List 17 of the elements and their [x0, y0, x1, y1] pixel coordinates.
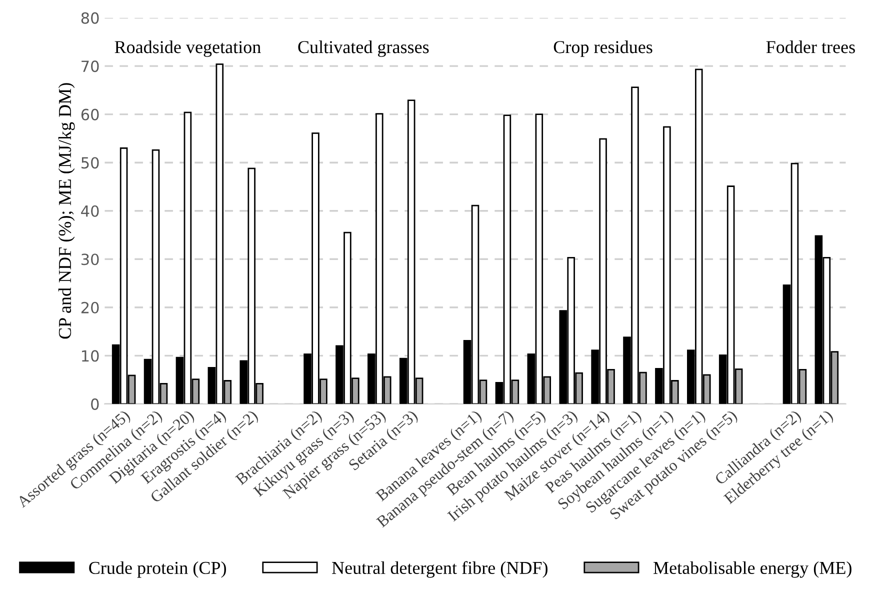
y-tick-label: 60 — [81, 108, 99, 120]
y-tick-label: 50 — [82, 157, 99, 169]
annotation: Fodder trees — [766, 40, 855, 54]
annotation: Crop residues — [554, 40, 652, 57]
y-tick-label: 80 — [81, 12, 99, 24]
y-tick-label: 40 — [81, 205, 99, 217]
legend-label: Metabolisable energy (ME) — [654, 561, 852, 578]
y-tick-label: 0 — [91, 398, 99, 410]
y-tick-label: 20 — [81, 302, 99, 314]
y-tick-label: 10 — [82, 350, 99, 362]
y-axis-title: CP and NDF (%); ME (MJ/kg DM) — [58, 83, 75, 339]
annotation: Roadside vegetation — [114, 40, 261, 57]
annotation: Cultivated grasses — [298, 40, 429, 57]
legend-label: Neutral detergent fibre (NDF) — [332, 561, 548, 578]
y-tick-label: 70 — [82, 60, 99, 72]
y-tick-label: 30 — [82, 254, 99, 266]
legend-label: Crude protein (CP) — [89, 561, 226, 578]
